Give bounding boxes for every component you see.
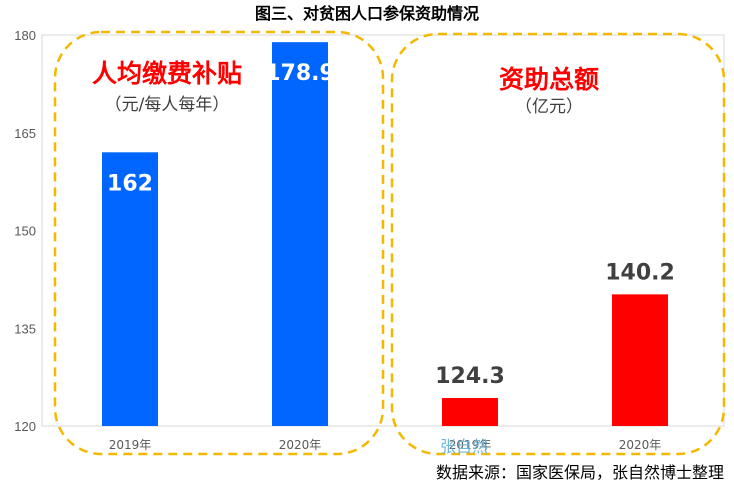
bar-subsidy-0 <box>102 152 158 427</box>
category-label: 2019年 <box>109 438 152 452</box>
bar-subsidy-1 <box>272 42 328 426</box>
group-title-total: 资助总额 <box>499 65 599 94</box>
plot-frame <box>41 34 725 427</box>
data-label: 124.3 <box>435 364 505 389</box>
y-tick-label: 180 <box>14 28 36 43</box>
bars <box>102 42 668 427</box>
value-labels: 162 178.9 124.3 140.2 <box>107 61 675 389</box>
chart-title: 图三、对贫困人口参保资助情况 <box>255 4 479 23</box>
y-tick-label: 150 <box>14 224 36 239</box>
group-outline-total <box>390 32 726 456</box>
data-label: 140.2 <box>605 260 675 285</box>
data-label: 178.9 <box>265 61 335 86</box>
y-tick-label: 165 <box>14 126 36 141</box>
data-label: 162 <box>107 171 153 196</box>
group-unit-subsidy: （元/每人每年） <box>105 95 230 115</box>
category-label: 2019年 <box>449 438 492 452</box>
group-title-subsidy: 人均缴费补贴 <box>92 59 242 88</box>
group-unit-total: （亿元） <box>515 97 583 117</box>
category-label: 2020年 <box>619 438 662 452</box>
source-note: 数据来源：国家医保局，张自然博士整理 <box>436 463 724 482</box>
watermark: 张自然 <box>440 437 488 456</box>
bar-total-0 <box>442 397 498 426</box>
y-tick-label: 135 <box>14 321 36 336</box>
group-outline-subsidy <box>53 30 385 456</box>
bar-total-1 <box>612 294 668 426</box>
category-label: 2020年 <box>279 438 322 452</box>
y-axis-ticks: 120 135 150 165 180 <box>14 28 36 434</box>
y-tick-label: 120 <box>14 419 36 434</box>
category-labels: 2019年 2020年 2019年 2020年 <box>109 438 662 452</box>
